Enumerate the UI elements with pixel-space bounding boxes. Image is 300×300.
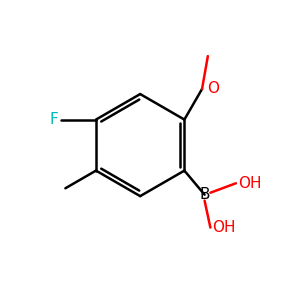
Text: F: F <box>50 112 59 127</box>
Text: O: O <box>207 82 219 97</box>
Text: OH: OH <box>212 220 236 235</box>
Text: OH: OH <box>238 176 261 191</box>
Text: B: B <box>199 187 210 202</box>
